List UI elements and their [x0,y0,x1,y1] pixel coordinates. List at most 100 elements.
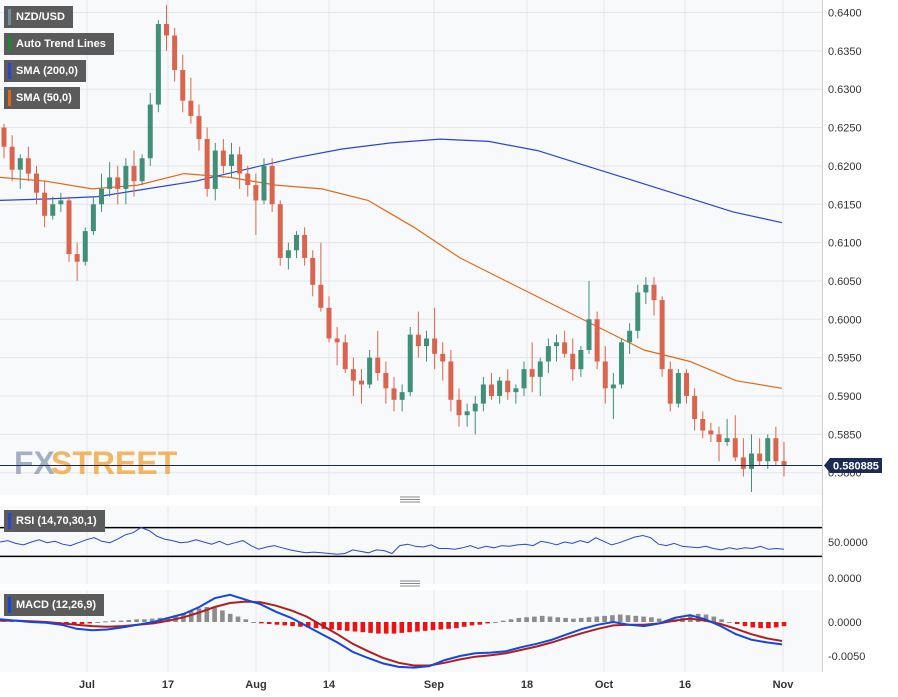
sma200-swatch [8,63,11,79]
candle-body [50,204,56,216]
macd-histogram-bar [610,615,615,622]
candle-body [237,154,243,174]
macd-histogram-bar [227,613,233,622]
sma200-line [0,138,783,224]
macd-histogram-bar [477,622,483,625]
macd-histogram-bar [727,622,732,623]
candle-body [391,388,397,400]
macd-histogram-bar [641,616,646,622]
legend-sma50[interactable]: SMA (50,0) [4,87,80,109]
legend-macd-label: MACD (12,26,9) [16,599,97,611]
macd-histogram-bar [781,622,787,627]
macd-histogram-bar [539,615,545,622]
macd-histogram-bar [415,622,420,632]
candle-body [464,411,470,416]
macd-histogram-bar [407,622,412,633]
macd-histogram-bar [165,617,171,622]
macd-histogram-bar [602,615,607,622]
candle-body [261,165,267,201]
candle-body [732,438,738,458]
legend-symbol-label: NZD/USD [16,11,65,23]
candle-body [659,300,665,370]
legend-symbol[interactable]: NZD/USD [4,6,73,28]
candle-body [220,150,226,166]
candle-body [17,158,23,170]
candle-body [529,369,535,377]
candle-body [285,250,291,258]
candle-body [513,388,519,393]
macd-histogram-bar [266,622,272,625]
macd-histogram-bar [368,622,373,633]
watermark-fx: FX [14,445,56,481]
macd-histogram-bar [594,616,600,622]
candle-body [115,177,121,189]
macd-histogram-bar [251,622,256,623]
macd-histogram-bar [742,622,748,627]
macd-histogram-bar [87,622,93,624]
macd-histogram-bar [274,622,280,625]
macd-histogram-bar [243,619,249,622]
price-tick-label: 0.6300 [828,84,862,96]
candle-body [740,457,746,469]
candle-body [334,338,340,343]
sma50-swatch [8,90,11,106]
candle-body [415,334,421,347]
legend-trend-lines[interactable]: Auto Trend Lines [4,33,114,55]
candle-body [188,100,194,117]
candle-body [375,357,381,373]
candle-body [42,192,48,216]
price-tick-label: 0.5900 [828,391,862,403]
price-tick-label: 0.5950 [828,353,862,365]
macd-pane: 0.0000 -0.0050 [0,593,865,669]
candle-body [131,165,137,182]
candle-body [578,349,584,370]
macd-histogram-bar [766,622,771,629]
legend-macd[interactable]: MACD (12,26,9) [4,594,105,616]
candle-body [765,438,771,462]
candle-body [610,384,616,389]
candle-body [497,380,503,396]
price-axis: 0.6400 0.6350 0.6300 0.6250 0.6200 0.6150 0.61… [828,8,862,480]
pane-resize-handle[interactable] [400,496,420,503]
legend-sma200[interactable]: SMA (200,0) [4,60,86,82]
legend-rsi[interactable]: RSI (14,70,30,1) [4,510,105,532]
watermark-street: STREET [51,445,178,481]
macd-histogram-bar [461,622,467,627]
candle-body [684,372,689,396]
macd-histogram-bar [376,622,381,634]
candle-body [269,165,275,205]
macd-histogram-bar [282,622,288,626]
date-tick-label: Oct [595,679,614,691]
macd-histogram-bar [235,616,241,622]
price-tick-label: 0.6200 [828,161,862,173]
candle-body [675,372,681,404]
candle-body [164,24,169,36]
candle-body [521,369,527,389]
candle-body [147,104,153,159]
pane-resize-handle[interactable] [400,580,420,587]
candle-body [562,342,568,354]
macd-histogram-bar [524,617,529,622]
macd-histogram-bar [352,622,358,632]
macd-histogram-bar [500,620,506,622]
candle-body [505,380,511,393]
candle-body [66,200,72,255]
candle-body [773,438,779,462]
price-tick-label: 0.6250 [828,123,862,135]
candle-body [635,292,641,331]
candle-body [781,461,787,466]
candle-body [440,353,446,362]
macd-histogram-bar [220,610,225,622]
rsi-tick-label: 0.0000 [828,573,862,585]
macd-histogram-bar [508,619,514,622]
price-tick-label: 0.6000 [828,314,862,326]
macd-swatch [8,597,11,613]
candle-body [302,234,308,258]
macd-tick-label: 0.0000 [828,617,862,629]
macd-histogram-bar [204,607,210,622]
legend-rsi-label: RSI (14,70,30,1) [16,515,97,527]
macd-histogram-bar [454,622,459,629]
price-tick-label: 0.6350 [828,46,862,58]
grid-lines [0,0,822,672]
